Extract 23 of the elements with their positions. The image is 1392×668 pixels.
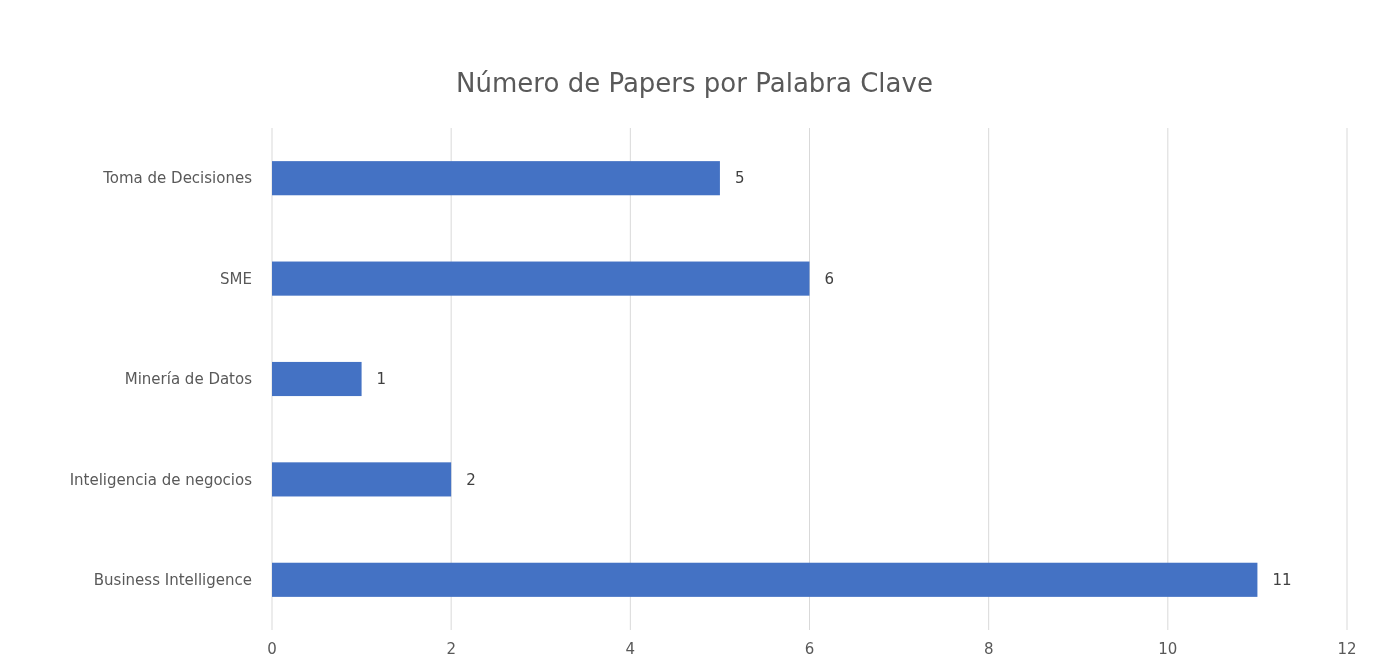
x-tick-label: 6 [804, 640, 815, 658]
x-tick-label: 2 [446, 640, 456, 658]
y-tick-label: Toma de Decisiones [102, 169, 253, 188]
bar [272, 562, 1258, 597]
data-label: 1 [376, 370, 387, 389]
data-label: 2 [466, 470, 476, 489]
y-tick-label: Inteligencia de negocios [69, 470, 253, 489]
bar [272, 161, 720, 196]
x-tick-label: 4 [625, 640, 636, 658]
bar [272, 261, 810, 296]
x-tick-label: 10 [1158, 640, 1178, 658]
data-label: 11 [1272, 571, 1292, 590]
x-tick-label: 0 [267, 640, 277, 658]
x-tick-label: 12 [1337, 640, 1357, 658]
data-label: 5 [734, 169, 745, 188]
chart-title: Número de Papers por Palabra Clave [456, 68, 933, 98]
y-tick-label: Business Intelligence [93, 571, 252, 590]
x-tick-label: 8 [983, 640, 994, 658]
y-tick-label: Minería de Datos [124, 370, 253, 389]
bar [272, 462, 452, 497]
data-label: 6 [824, 269, 835, 288]
bar [272, 361, 362, 397]
y-tick-label: SME [220, 269, 252, 288]
